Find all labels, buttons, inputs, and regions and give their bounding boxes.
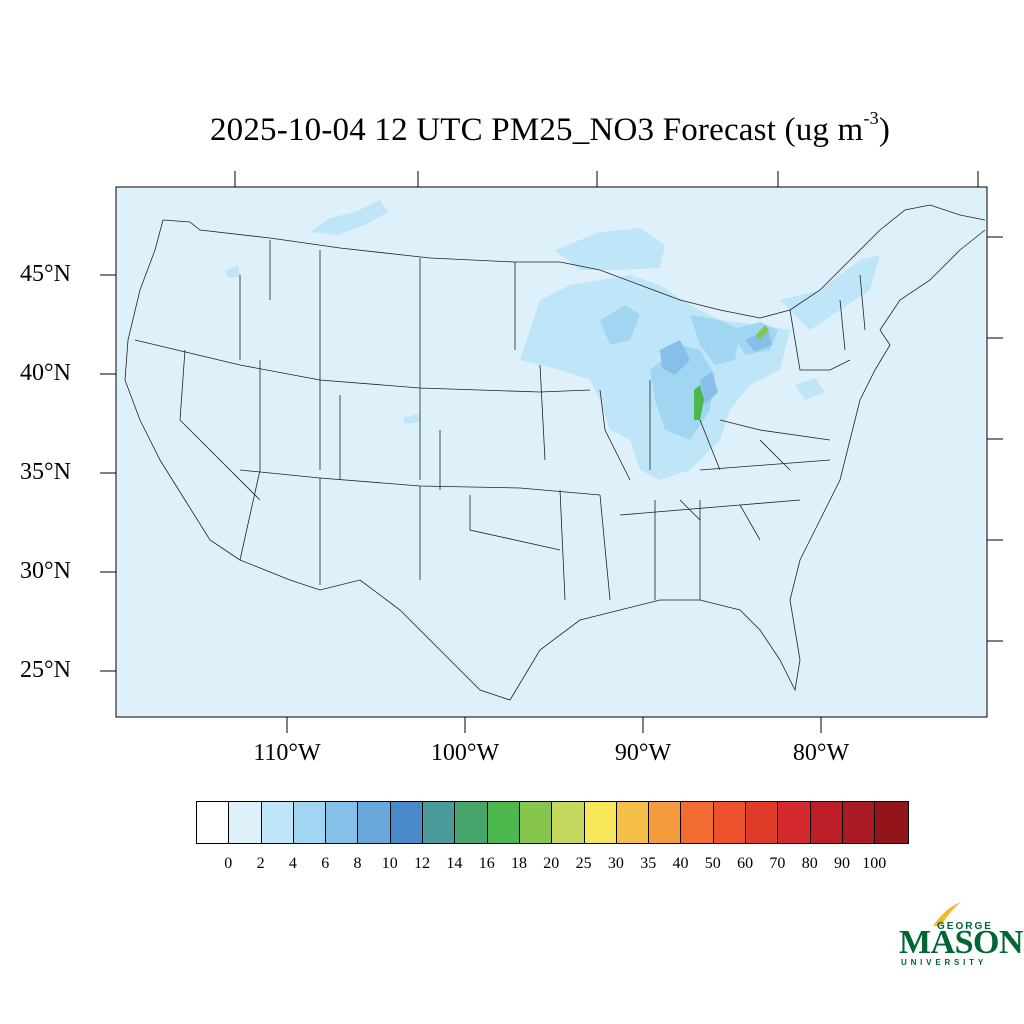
map-title: 2025-10-04 12 UTC PM25_NO3 Forecast (ug … [209,108,891,148]
colorbar-tick-10: 20 [543,855,560,872]
lat-label-40: 40°N [20,360,71,386]
colorbar-cell-7 [423,802,456,843]
shade-idaho [225,266,240,278]
bottom-ticks [286,717,822,733]
colorbar-cell-3 [293,802,327,843]
colorbar-tick-20: 100 [862,855,887,872]
colorbar-cell-6 [390,802,424,843]
colorbar-tick-12: 30 [607,855,624,872]
colorbar-tick-15: 50 [704,855,721,872]
concentration-shading [225,200,880,480]
colorbar-cell-9 [487,802,520,843]
lat-label-25: 25°N [20,657,71,683]
colorbar-tick-14: 40 [672,855,689,872]
colorbar-cell-14 [649,802,682,843]
colorbar-cell-12 [584,802,617,843]
logo-university: UNIVERSITY [901,958,988,967]
colorbar-cell-19 [810,802,843,843]
colorbar-cell-11 [552,802,585,843]
map-frame [115,186,988,718]
shade-lake-huron [745,330,772,352]
colorbar-cell-15 [681,802,714,843]
shade-ontario-streak [756,325,769,340]
colorbar-tick-9: 18 [511,855,527,872]
colorbar-cell-1 [229,802,262,843]
colorbar-cell-17 [746,802,779,843]
colorbar-tick-17: 70 [769,855,786,872]
colorbar-cell-16 [713,802,747,843]
lon-label-90w: 90°W [614,740,672,766]
colorbar-cell-21 [875,802,908,843]
colorbar-tick-1: 2 [256,855,265,872]
logo-swoosh-icon [933,902,961,926]
shade-lake-superior-north [555,228,665,270]
lon-label-100w: 100°W [430,740,500,766]
colorbar-tick-18: 80 [801,855,818,872]
colorbar-tick-3: 6 [321,855,330,872]
colorbar-cell-8 [455,802,488,843]
shade-northeast [780,255,880,330]
colorbar-tick-0: 0 [224,855,233,872]
right-ticks [987,236,1003,642]
shade-wisconsin [600,305,640,345]
colorbar-tick-13: 35 [640,855,657,872]
top-ticks [234,171,979,187]
gmu-logo: GEORGE MASON UNIVERSITY [893,900,1024,970]
logo-george: GEORGE [937,921,993,932]
colorbar-cell-10 [519,802,553,843]
shade-colorado [403,414,420,424]
shade-ohio [700,372,718,405]
colorbar-cell-4 [326,802,359,843]
us-outline [124,204,986,701]
shade-mid-atlantic [795,378,825,400]
colorbar-cell-13 [616,802,650,843]
colorbar-tick-6: 12 [414,855,431,872]
logo-mason: MASON [899,924,1024,961]
colorbar-cell-5 [358,802,391,843]
colorbar-tick-5: 10 [381,855,398,872]
colorbar-cell-18 [778,802,811,843]
shade-michigan [690,315,740,365]
shade-montana-north [310,200,388,235]
lat-label-35: 35°N [20,459,71,485]
left-ticks [100,274,116,672]
colorbar-cell-0 [197,802,230,843]
colorbar-tick-19: 90 [834,855,850,872]
lon-label-80w: 80°W [792,740,850,766]
lat-label-30: 30°N [20,558,71,584]
lat-label-45: 45°N [20,261,71,287]
colorbar-tick-11: 25 [575,855,592,872]
colorbar-tick-16: 60 [737,855,754,872]
colorbar-tick-7: 14 [446,855,463,872]
state-boundaries [124,204,986,701]
shade-chicago [660,340,690,375]
shade-indiana-streak [694,385,704,420]
colorbar [196,801,909,844]
lon-label-110w: 110°W [253,740,321,766]
colorbar-tick-4: 8 [353,855,362,872]
colorbar-tick-8: 16 [478,855,495,872]
colorbar-cell-2 [261,802,294,843]
colorbar-tick-2: 4 [288,855,297,872]
colorbar-cell-20 [842,802,876,843]
